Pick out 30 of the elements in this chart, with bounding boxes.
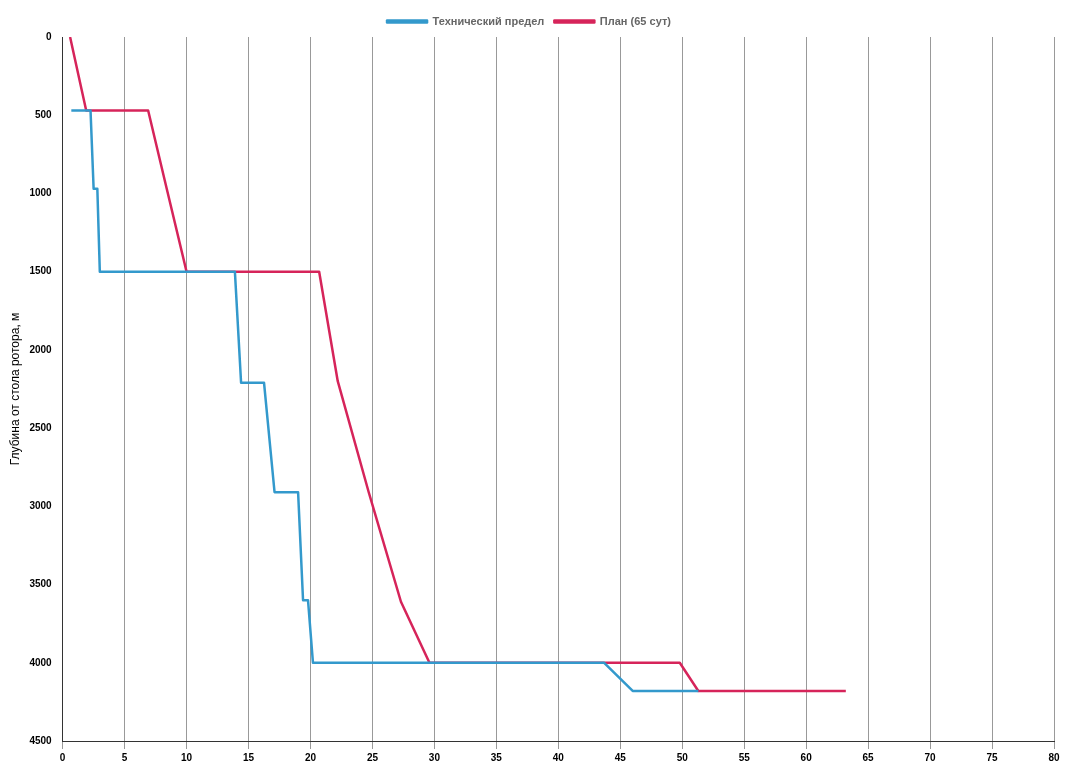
x-tick-label: 65: [862, 751, 875, 763]
x-tick-label: 55: [738, 751, 751, 763]
y-tick-label: 2500: [29, 421, 53, 433]
x-tick-label: 70: [924, 751, 937, 763]
y-tick-label: 3000: [29, 500, 53, 512]
x-tick-label: 15: [242, 751, 255, 763]
x-tick-label: 75: [986, 751, 999, 763]
legend-label: Технический предел: [432, 14, 545, 27]
x-tick-label: 10: [181, 751, 193, 763]
y-tick-label: 1500: [29, 265, 53, 277]
y-tick-label: 4500: [29, 734, 53, 746]
x-tick-label: 35: [490, 751, 503, 763]
x-tick-label: 20: [304, 751, 317, 763]
x-tick-label: 60: [800, 751, 813, 763]
x-tick-label: 80: [1048, 751, 1060, 763]
y-axis-title: Глубина от стола ротора, м: [7, 312, 22, 466]
y-tick-label: 3500: [29, 578, 53, 590]
y-tick-label: 1000: [29, 187, 53, 199]
x-tick-label: 50: [676, 751, 689, 763]
x-tick-label: 0: [59, 751, 66, 763]
y-tick-label: 0: [46, 30, 53, 42]
legend-label: План (65 сут): [599, 14, 672, 27]
x-tick-label: 5: [121, 751, 128, 763]
x-tick-label: 30: [428, 751, 441, 763]
x-tick-label: 40: [552, 751, 565, 763]
y-tick-label: 500: [34, 108, 53, 120]
y-tick-label: 4000: [29, 656, 53, 668]
x-tick-label: 45: [614, 751, 627, 763]
y-tick-label: 2000: [29, 343, 53, 355]
x-tick-label: 25: [366, 751, 379, 763]
